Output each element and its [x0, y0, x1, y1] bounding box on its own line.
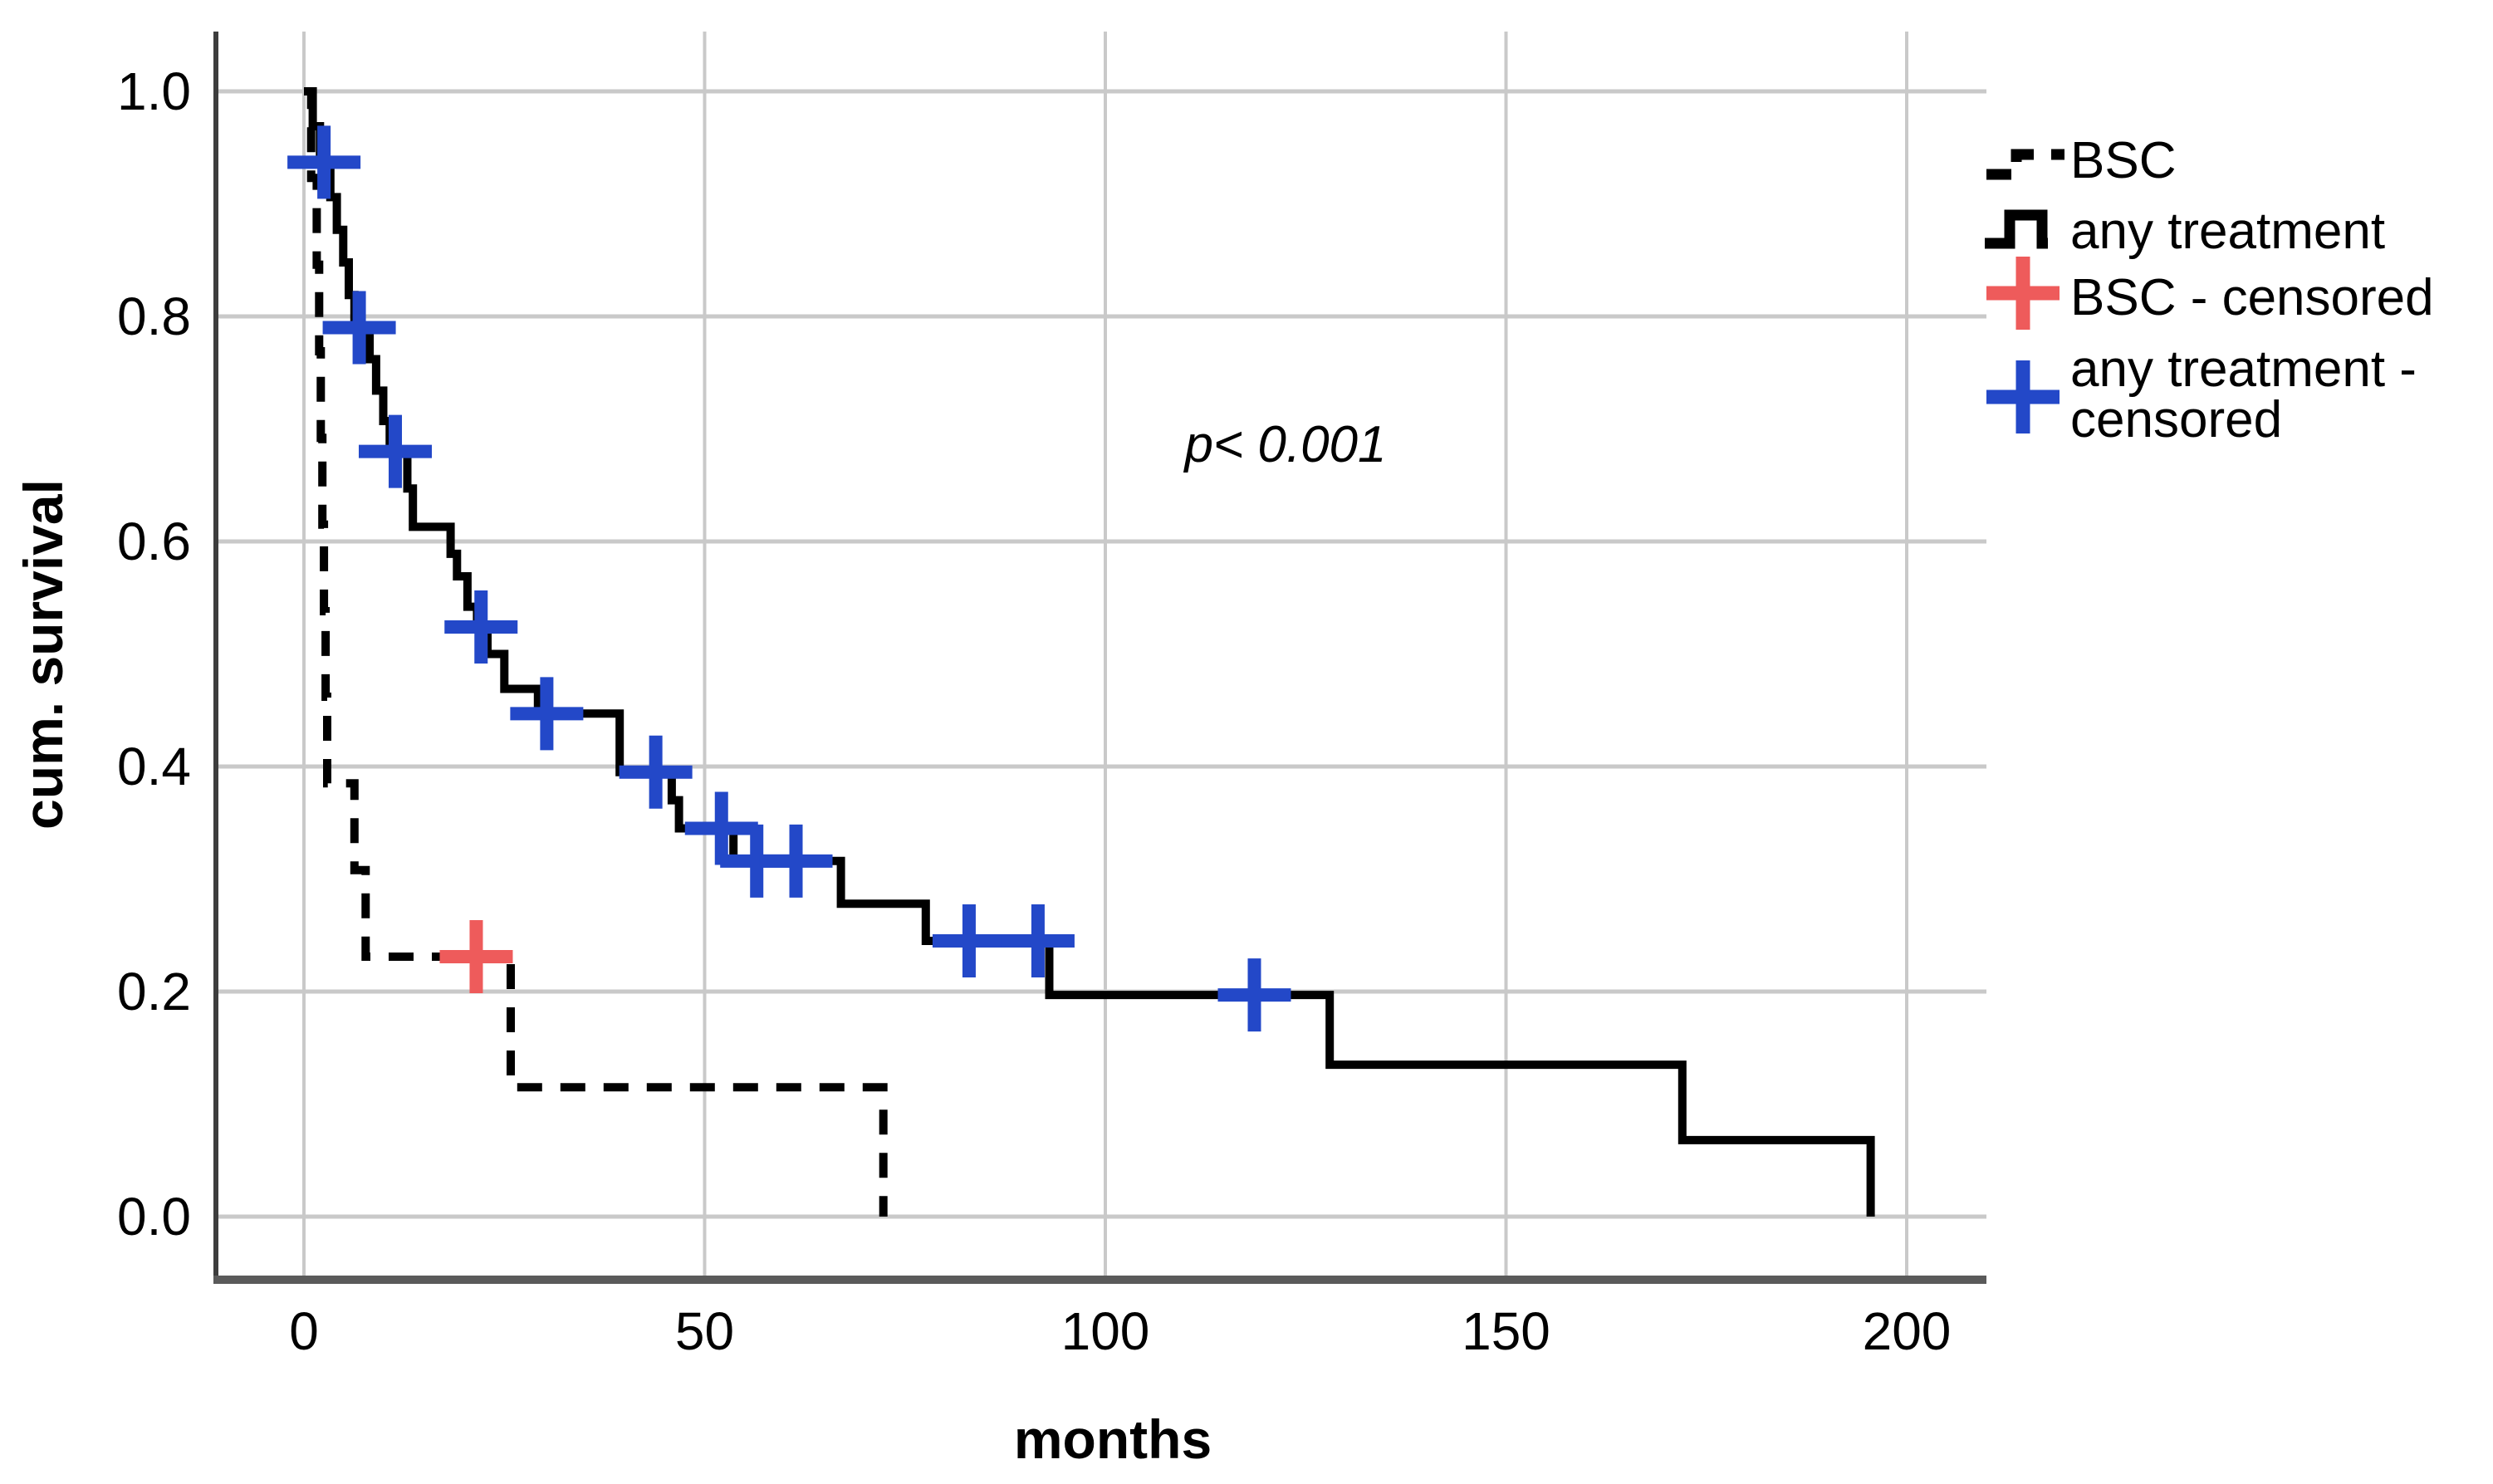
curve-bsc	[304, 87, 888, 1217]
x-tick-label: 100	[1061, 1301, 1150, 1361]
legend-swatch-any-treatment-censored-plus	[1986, 360, 2060, 433]
y-axis-title: cum. survival	[12, 479, 74, 830]
axis-border-layer	[213, 32, 1986, 1284]
legend: BSC any treatment BSC - censored any tre…	[1985, 132, 2434, 448]
x-tick-label: 0	[289, 1301, 319, 1361]
censor-mark-any-treatment	[287, 125, 361, 199]
y-tick-label: 0.8	[117, 287, 191, 346]
legend-swatch-bsc-censored-plus	[1986, 257, 2060, 330]
censor-mark-any-treatment	[619, 735, 693, 809]
censor-mark-any-treatment	[510, 677, 584, 751]
legend-label-any-treatment-censored: any treatment - censored	[2070, 340, 2431, 448]
legend-swatch-any-treatment-line	[1985, 209, 2048, 249]
x-tick-label: 150	[1462, 1301, 1550, 1361]
censor-mark-any-treatment	[1001, 904, 1075, 978]
y-tick-label: 1.0	[117, 61, 191, 121]
x-axis-title: months	[1014, 1408, 1212, 1470]
censor-mark-any-treatment	[322, 291, 396, 365]
legend-label-bsc: BSC	[2070, 132, 2176, 189]
p-value-annotation: p< 0.001	[1183, 416, 1386, 473]
x-tick-label: 50	[675, 1301, 734, 1361]
survival-curves-layer	[304, 87, 1875, 1217]
censor-mark-any-treatment	[932, 904, 1006, 978]
censor-marks-layer	[287, 125, 1291, 1032]
y-tick-label: 0.0	[117, 1187, 191, 1246]
legend-swatch-bsc-line	[1986, 149, 2064, 180]
censor-mark-any-treatment	[684, 791, 758, 865]
censor-mark-bsc	[439, 919, 513, 993]
y-tick-label: 0.6	[117, 512, 191, 571]
legend-label-bsc-censored: BSC - censored	[2070, 269, 2434, 326]
censor-mark-any-treatment	[359, 414, 433, 488]
censor-mark-any-treatment	[759, 824, 833, 898]
y-tick-label: 0.4	[117, 737, 191, 796]
legend-label-any-treatment: any treatment	[2070, 203, 2385, 260]
y-tick-label: 0.2	[117, 962, 191, 1021]
curve-any-treatment	[304, 87, 1875, 1217]
censor-mark-any-treatment	[444, 590, 518, 664]
x-tick-label: 200	[1863, 1301, 1952, 1361]
tick-labels-layer: 1.0 0.8 0.6 0.4 0.2 0.0 0 50 100 150 200	[117, 61, 1951, 1361]
censor-mark-any-treatment	[1217, 958, 1291, 1032]
